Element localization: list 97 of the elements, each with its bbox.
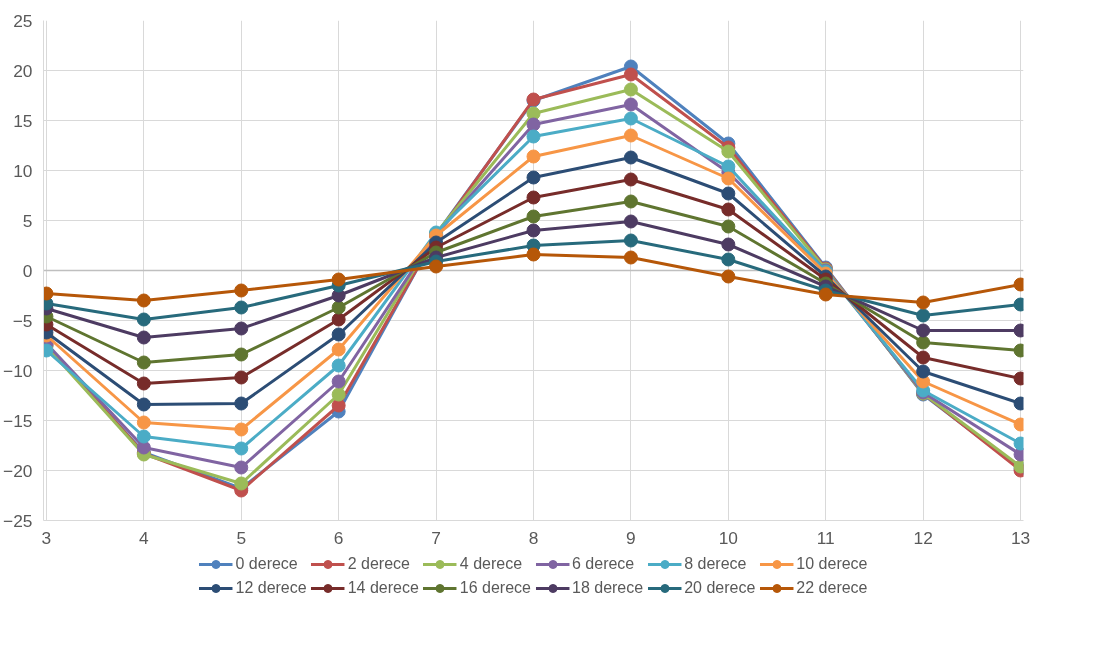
point [234, 396, 249, 411]
point [526, 117, 541, 132]
x-tick-label: 6 [333, 527, 344, 548]
point [623, 233, 638, 248]
legend-label: 10 derece [796, 555, 868, 573]
point [526, 106, 541, 121]
point [526, 209, 541, 224]
point [331, 327, 346, 342]
point [136, 429, 151, 444]
y-tick-label: 15 [13, 110, 33, 131]
point [234, 422, 249, 437]
point [623, 128, 638, 143]
x-tick-label: 8 [528, 527, 539, 548]
x-tick-label: 5 [236, 527, 247, 548]
legend-label: 2 derece [347, 555, 410, 573]
point [818, 287, 833, 302]
point [623, 67, 638, 82]
point [331, 387, 346, 402]
point [623, 111, 638, 126]
x-tick-label: 4 [139, 527, 150, 548]
point [721, 159, 736, 174]
point [916, 350, 931, 365]
y-tick-label: −25 [3, 510, 33, 531]
legend-label: 8 derece [684, 555, 747, 573]
point [916, 335, 931, 350]
legend-label: 14 derece [347, 579, 419, 597]
point [234, 476, 249, 491]
legend-label: 4 derece [459, 555, 523, 573]
point [623, 97, 638, 112]
point [526, 223, 541, 238]
y-tick-label: 0 [22, 260, 33, 281]
point [526, 170, 541, 185]
point [721, 252, 736, 267]
point [916, 323, 931, 338]
point [331, 374, 346, 389]
point [331, 342, 346, 357]
point [623, 250, 638, 265]
point [136, 397, 151, 412]
legend-label: 0 derece [235, 555, 298, 573]
legend-label: 6 derece [572, 555, 635, 573]
legend-label: 18 derece [572, 579, 644, 597]
point [721, 237, 736, 252]
legend-label: 16 derece [459, 579, 531, 597]
point [526, 129, 541, 144]
point [526, 247, 541, 262]
x-tick-label: 9 [626, 527, 636, 548]
x-tick-label: 11 [816, 527, 835, 548]
point [234, 460, 249, 475]
legend-label: 20 derece [684, 579, 756, 597]
point [136, 293, 151, 308]
point [234, 347, 249, 362]
point [916, 308, 931, 323]
point [623, 150, 638, 165]
point [136, 415, 151, 430]
x-tick-label: 12 [913, 527, 933, 548]
point [234, 283, 249, 298]
point [526, 149, 541, 164]
point [234, 321, 249, 336]
y-tick-label: −20 [3, 460, 33, 481]
point [721, 219, 736, 234]
y-tick-label: 25 [13, 10, 33, 31]
point [331, 300, 346, 315]
x-tick-label: 13 [1010, 527, 1031, 548]
point [331, 312, 346, 327]
legend-label: 22 derece [796, 579, 868, 597]
point [234, 300, 249, 315]
point [721, 186, 736, 201]
point [136, 355, 151, 370]
point [331, 358, 346, 373]
y-tick-label: −10 [3, 360, 33, 381]
point [623, 172, 638, 187]
point [136, 376, 151, 391]
y-tick-label: −15 [3, 410, 33, 431]
point [234, 370, 249, 385]
point [331, 272, 346, 287]
y-tick-label: 5 [22, 210, 33, 231]
point [916, 295, 931, 310]
x-tick-label: 10 [718, 527, 738, 548]
y-tick-label: −5 [12, 310, 33, 331]
point [721, 171, 736, 186]
point [623, 214, 638, 229]
point [429, 259, 444, 274]
x-tick-label: 3 [41, 527, 52, 548]
point [721, 202, 736, 217]
y-tick-label: 20 [13, 60, 33, 81]
point [136, 330, 151, 345]
y-tick-label: 10 [13, 160, 33, 181]
point [234, 441, 249, 456]
x-tick-label: 7 [431, 527, 441, 548]
point [721, 269, 736, 284]
point [721, 144, 736, 159]
point [623, 82, 638, 97]
legend-label: 12 derece [235, 579, 307, 597]
point [136, 312, 151, 327]
point [623, 194, 638, 209]
point [526, 190, 541, 205]
point [916, 364, 931, 379]
